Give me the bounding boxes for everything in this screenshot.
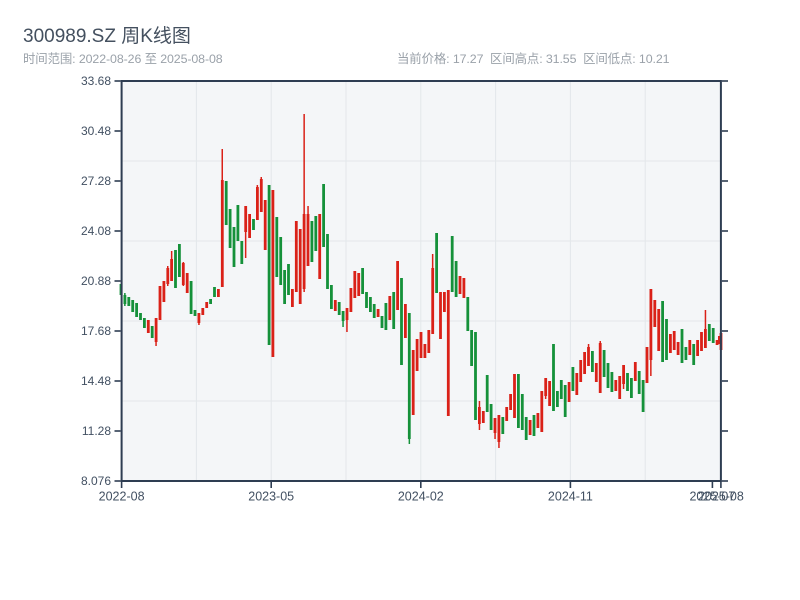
svg-text:2022-08: 2022-08 [99, 490, 145, 504]
svg-text:33.68: 33.68 [81, 74, 111, 88]
svg-text:11.28: 11.28 [82, 424, 111, 438]
svg-text:2025-08: 2025-08 [698, 490, 744, 504]
svg-text:20.88: 20.88 [81, 274, 111, 288]
svg-text:2025-07: 2025-07 [689, 490, 735, 504]
svg-text:2024-02: 2024-02 [398, 490, 444, 504]
svg-text:17.68: 17.68 [81, 324, 111, 338]
svg-text:14.48: 14.48 [81, 374, 111, 388]
svg-text:2024-11: 2024-11 [548, 490, 593, 504]
svg-text:27.28: 27.28 [81, 174, 111, 188]
svg-text:8.076: 8.076 [81, 474, 111, 488]
svg-text:30.48: 30.48 [81, 124, 111, 138]
svg-text:24.08: 24.08 [81, 224, 111, 238]
svg-text:2023-05: 2023-05 [248, 490, 294, 504]
